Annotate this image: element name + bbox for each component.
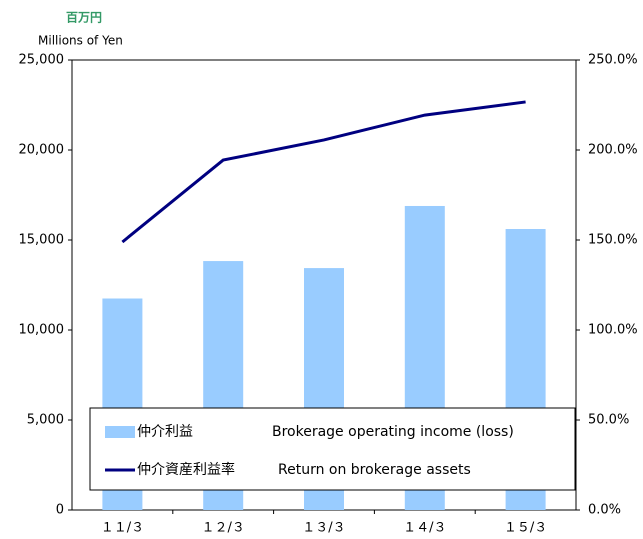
- x-tick-label: １２/３: [202, 521, 245, 536]
- y2-tick-label: 150.0%: [588, 233, 638, 248]
- y2-tick-label: 100.0%: [588, 323, 638, 338]
- y-tick-label: 0: [56, 503, 64, 518]
- x-tick-label: １１/３: [101, 521, 144, 536]
- y-axis-label: Millions of Yen: [38, 34, 123, 48]
- legend-label-en: Return on brokerage assets: [278, 462, 471, 478]
- y-tick-label: 10,000: [19, 323, 65, 338]
- y-axis-label-ja: 百万円: [66, 11, 102, 25]
- legend-label: 仲介利益: [137, 424, 193, 440]
- y2-tick-label: 250.0%: [588, 53, 638, 68]
- x-tick-label: １３/３: [302, 521, 345, 536]
- y2-tick-label: 200.0%: [588, 143, 638, 158]
- legend-label: 仲介資産利益率: [137, 461, 235, 478]
- y2-tick-label: 0.0%: [588, 503, 621, 518]
- legend-swatch: [105, 426, 135, 438]
- y2-tick-label: 50.0%: [588, 413, 629, 428]
- legend-label-en: Brokerage operating income (loss): [272, 424, 514, 440]
- y-tick-label: 15,000: [19, 233, 65, 248]
- legend: [89, 407, 576, 491]
- line: [121, 100, 526, 244]
- y-tick-label: 5,000: [27, 413, 64, 428]
- x-tick-label: １４/３: [403, 521, 446, 536]
- y-tick-label: 25,000: [19, 53, 65, 68]
- x-tick-label: １５/３: [504, 521, 547, 536]
- y-tick-label: 20,000: [19, 143, 65, 158]
